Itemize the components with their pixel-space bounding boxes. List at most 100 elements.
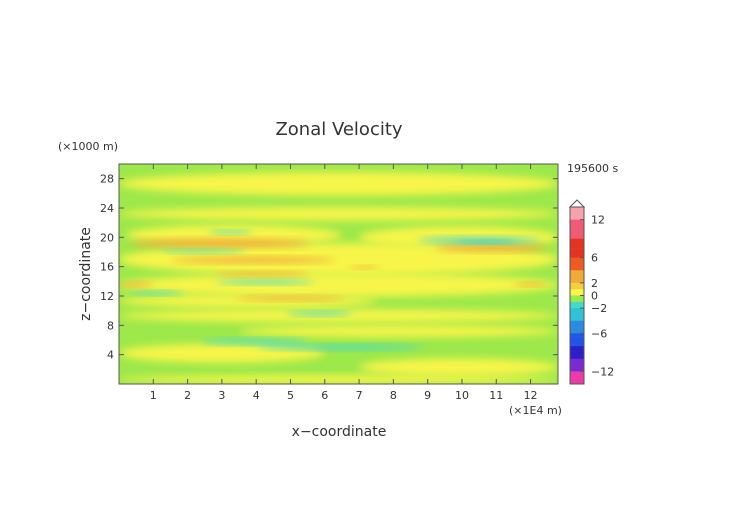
colorbar-cell [570, 330, 584, 334]
x-tick-label: 12 [524, 389, 538, 402]
colorbar-cell [570, 232, 584, 236]
x-axis-label: x−coordinate [292, 424, 387, 440]
velocity-contour [287, 311, 353, 316]
colorbar-cell [570, 361, 584, 366]
velocity-contour [215, 271, 312, 277]
velocity-contour [119, 282, 154, 287]
y-tick-label: 28 [100, 173, 114, 186]
x-tick-label: 2 [184, 389, 191, 402]
colorbar-cell [570, 270, 584, 274]
colorbar-cell [570, 355, 584, 360]
x-tick-label: 7 [356, 389, 363, 402]
colorbar-cell [570, 368, 584, 372]
x-axis-unit: (×1E4 m) [509, 404, 562, 417]
colorbar-cell [570, 380, 584, 385]
velocity-contour [235, 296, 346, 301]
velocity-contour [348, 265, 380, 269]
colorbar-cell [570, 279, 584, 284]
colorbar-cell [570, 323, 584, 328]
colorbar-cell [570, 219, 584, 224]
chart-title: Zonal Velocity [275, 119, 402, 140]
colorbar-cell [570, 327, 584, 331]
colorbar-tick-label: 12 [591, 214, 605, 227]
colorbar-cell [570, 346, 584, 350]
colorbar-tick-label: 0 [591, 290, 598, 303]
colorbar-cell [570, 222, 584, 227]
colorbar-cell [570, 276, 584, 280]
colorbar-cell [570, 342, 584, 347]
y-axis-label: z−coordinate [78, 227, 94, 321]
velocity-contour [256, 344, 425, 350]
colorbar-cell [570, 371, 584, 375]
colorbar-cell [570, 314, 584, 318]
y-tick-label: 16 [100, 261, 114, 274]
y-tick-label: 8 [107, 319, 114, 332]
velocity-contour [239, 325, 558, 338]
colorbar-cell [570, 267, 584, 271]
colorbar-tick-label: −6 [591, 327, 607, 340]
velocity-contour [119, 172, 558, 196]
colorbar-cell [570, 213, 584, 217]
colorbar-cell [570, 207, 584, 211]
velocity-contour [129, 291, 185, 295]
y-tick-label: 12 [100, 290, 114, 303]
x-tick-label: 3 [218, 389, 225, 402]
colorbar-cell [570, 349, 584, 353]
x-tick-label: 10 [455, 389, 469, 402]
colorbar-cell [570, 320, 584, 325]
y-tick-label: 24 [100, 202, 114, 215]
x-tick-label: 4 [253, 389, 260, 402]
colorbar-cell [570, 358, 584, 363]
colorbar-cell [570, 244, 584, 249]
velocity-contour [513, 282, 548, 287]
colorbar-cell [570, 216, 584, 220]
heatmap-field [119, 164, 558, 384]
colorbar-arrow [568, 199, 586, 208]
colorbar-tick-label: 6 [591, 252, 598, 265]
y-axis-unit: (×1000 m) [58, 140, 118, 153]
colorbar-cell [570, 238, 584, 243]
velocity-contour [455, 240, 517, 244]
colorbar-cell [570, 251, 584, 255]
velocity-contour [119, 207, 558, 221]
colorbar-cell [570, 229, 584, 233]
y-tick-label: 20 [100, 231, 114, 244]
velocity-contour [434, 243, 548, 252]
x-tick-label: 6 [321, 389, 328, 402]
colorbar-cell [570, 336, 584, 341]
colorbar-cell [570, 301, 584, 306]
colorbar-cell [570, 352, 584, 356]
colorbar-cell [570, 273, 584, 277]
colorbar-cell [570, 257, 584, 262]
colorbar-cell [570, 282, 584, 287]
velocity-contour [170, 257, 336, 264]
colorbar-cell [570, 241, 584, 246]
colorbar-cell [570, 289, 584, 293]
colorbar-cell [570, 304, 584, 309]
colorbar-cell [570, 333, 584, 337]
colorbar-cell [570, 365, 584, 369]
x-tick-label: 9 [424, 389, 431, 402]
x-tick-label: 5 [287, 389, 294, 402]
time-label: 195600 s [567, 162, 618, 175]
colorbar-cell [570, 210, 584, 214]
colorbar-cell [570, 225, 584, 230]
colorbar-tick-label: −12 [591, 365, 614, 378]
colorbar-tick-label: −2 [591, 302, 607, 315]
colorbar-cell [570, 295, 584, 299]
colorbar-cell [570, 311, 584, 315]
colorbar-cell [570, 260, 584, 265]
colorbar-cell [570, 374, 584, 378]
colorbar-cell [570, 286, 584, 290]
velocity-contour [208, 230, 253, 235]
colorbar-cell [570, 292, 584, 296]
velocity-contour [119, 375, 558, 384]
colorbar-cell [570, 263, 584, 268]
velocity-contour [201, 338, 308, 345]
plot-frame [118, 163, 559, 385]
x-axis-ticks: 1 2 3 4 5 6 7 8 9 10 11 12 [150, 164, 538, 402]
velocity-contour [119, 309, 558, 323]
colorbar-cell [570, 235, 584, 239]
colorbar-cell [570, 298, 584, 303]
